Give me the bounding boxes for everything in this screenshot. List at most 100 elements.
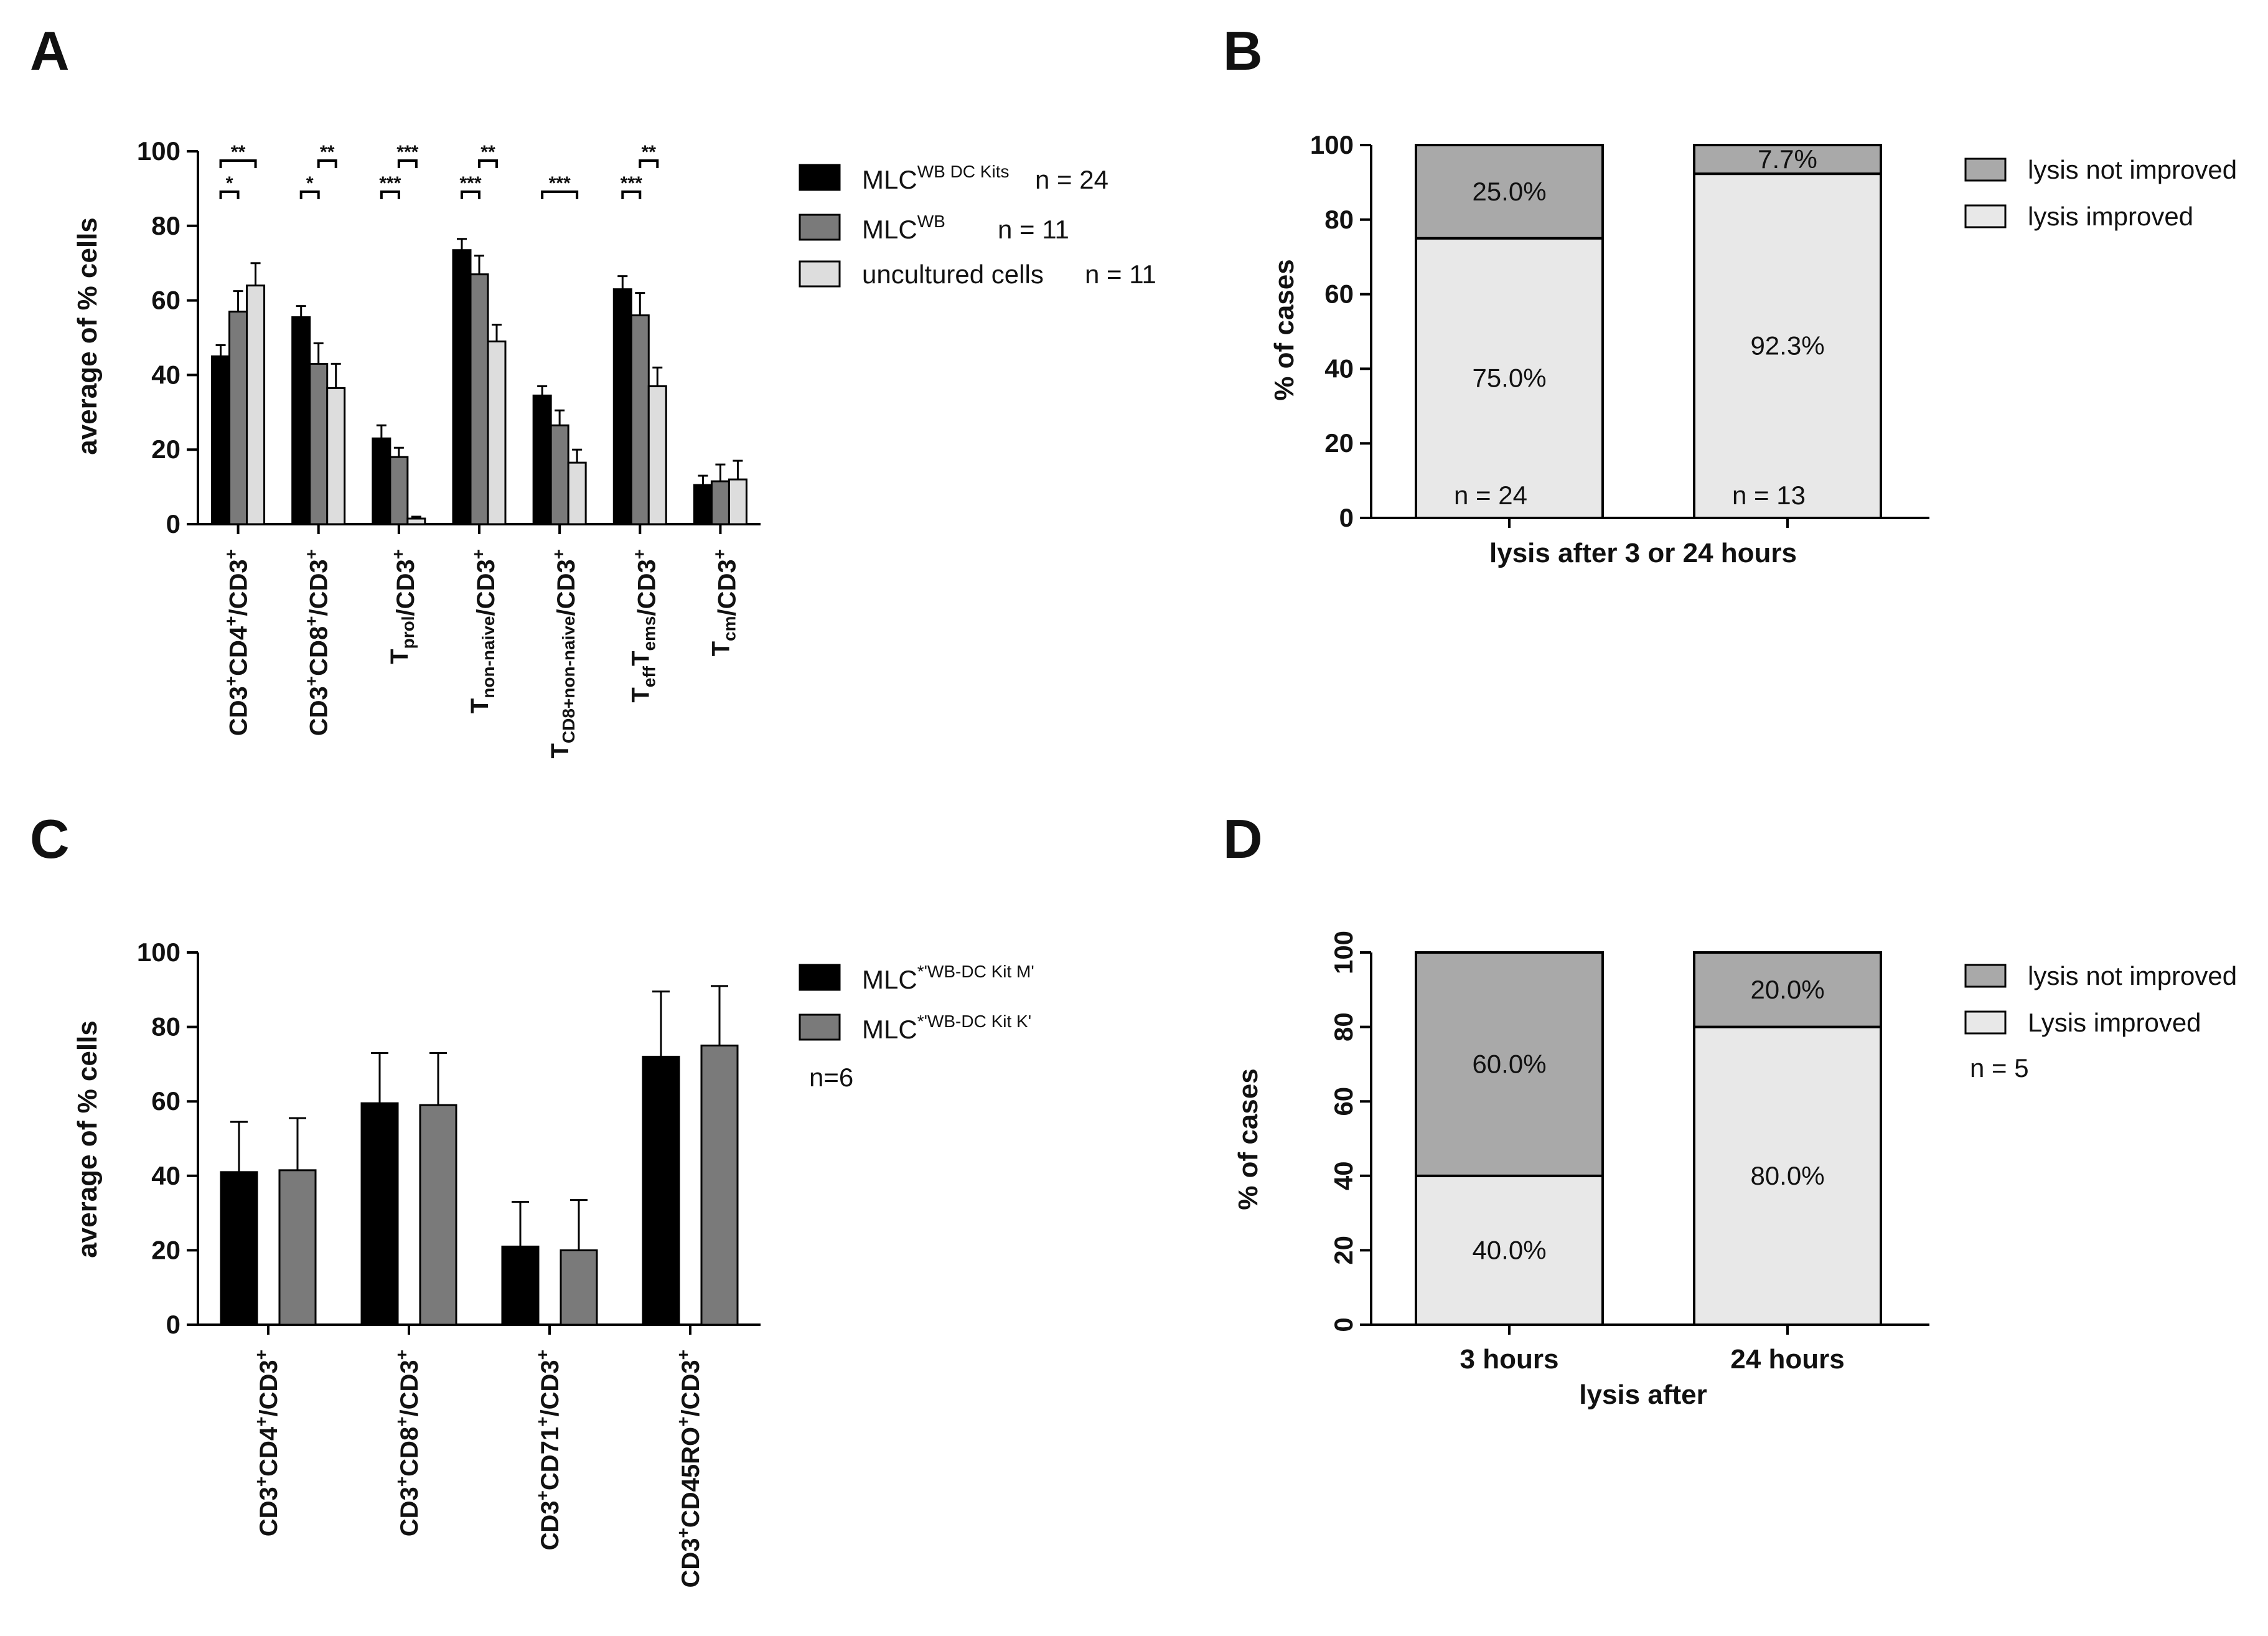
panel-c-bar — [220, 1171, 258, 1326]
panel-a-category-label: Tprol/CD3+​ — [386, 549, 419, 664]
panel-a-legend: MLCWB DC Kits n = 24 MLCWB n = 11 uncult… — [799, 162, 1156, 289]
panel-c-y-tick-label: 60 — [151, 1086, 180, 1116]
panel-a-bar — [487, 340, 507, 525]
panel-a-bar — [728, 478, 747, 525]
legend-swatch-not-improved — [1964, 157, 2007, 182]
panel-a-category-label: CD3+​CD4+​/CD3+​ — [222, 549, 253, 736]
legend-label-improved: lysis improved — [2028, 202, 2193, 231]
panel-d-segment-label: 80.0% — [1750, 1161, 1824, 1190]
panel-b-y-axis-title: % of cases — [1269, 259, 1300, 400]
panel-a-significance-label: * — [226, 173, 233, 194]
panel-c-bar — [360, 1102, 399, 1326]
panel-c-y-tick-label: 40 — [151, 1161, 180, 1190]
panel-c-y-tick-label: 0 — [166, 1310, 180, 1339]
panel-a-bar — [647, 385, 667, 525]
panel-d-category-label: 3 hours — [1460, 1344, 1559, 1375]
panel-c-bar — [642, 1055, 680, 1326]
panel-a-significance-bracket — [478, 159, 498, 168]
panel-a-bar — [612, 288, 632, 525]
panel-c-bar — [419, 1104, 457, 1326]
panel-b-segment-label: 92.3% — [1750, 331, 1824, 360]
panel-a-bar — [710, 480, 730, 525]
panel-d-y-tick-label: 20 — [1329, 1236, 1358, 1265]
legend-swatch-kit-m — [799, 964, 841, 991]
panel-a-significance-bracket — [317, 159, 337, 168]
panel-d-stack-segment — [1693, 951, 1882, 1028]
panel-c-y-tick-label: 20 — [151, 1235, 180, 1264]
legend-n-series-1: n = 24 — [1035, 165, 1108, 194]
legend-label-kit-k: MLC*'WB-DC Kit K' — [862, 1012, 1031, 1044]
panel-a-significance-label: ** — [480, 142, 495, 162]
panel-b-n-label: n = 24 — [1454, 481, 1527, 510]
panel-d-y-tick-label: 40 — [1329, 1161, 1358, 1190]
panel-a-significance-bracket — [397, 159, 418, 168]
panel-b-y-tick-label: 80 — [1324, 205, 1354, 234]
legend-n-series-2: n = 11 — [998, 215, 1069, 244]
panel-d-segment-label: 20.0% — [1750, 975, 1824, 1004]
panel-a-significance-label: ** — [320, 142, 335, 162]
legend-swatch-series-2 — [799, 214, 841, 241]
panel-c-bar — [501, 1245, 540, 1326]
panel-a-significance-bracket — [541, 190, 579, 199]
panel-a-bar — [550, 424, 569, 525]
panel-b-y-tick-label: 20 — [1324, 428, 1354, 458]
panel-a-significance-bracket — [461, 190, 480, 199]
panel-d-stack-segment — [1415, 951, 1604, 1177]
panel-a-significance-bracket — [219, 159, 257, 168]
panel-a-category-label: Tcm/CD3+​ — [707, 549, 741, 656]
panel-a-bar — [389, 456, 409, 525]
panel-a-bar — [309, 362, 329, 525]
panel-c-category-label: CD3+​CD4+​/CD3+​ — [251, 1350, 283, 1536]
panel-a-category-label: TeffTems/CD3+​ — [627, 549, 660, 703]
panel-b-segment-label: 75.0% — [1472, 363, 1546, 392]
panel-b-y-tick-label: 0 — [1339, 503, 1354, 532]
panel-a-significance-label: *** — [396, 142, 418, 162]
panel-b-segment-label: 25.0% — [1472, 177, 1546, 206]
panel-a-significance-bracket — [299, 190, 320, 199]
panel-b-stack-segment — [1693, 172, 1882, 519]
panel-b-x-axis-title: lysis after 3 or 24 hours — [1489, 538, 1797, 568]
legend-label-series-3: uncultured cells — [862, 260, 1044, 289]
panel-a-significance-bracket — [380, 190, 400, 199]
panel-b-stack-segment — [1415, 237, 1604, 519]
panel-a-category-label: TCD8+non-naive/CD3+​ — [546, 549, 580, 759]
panel-label-c: C — [30, 808, 70, 870]
panel-a-y-tick-label: 20 — [151, 435, 180, 464]
panel-a-bar — [228, 311, 248, 525]
panel-a-bar — [246, 284, 266, 525]
legend-swatch-series-1 — [799, 164, 841, 191]
panel-a-y-tick-label: 80 — [151, 211, 180, 240]
panel-a-significance-label: ** — [642, 142, 657, 162]
panel-c-y-tick-label: 100 — [137, 938, 180, 967]
legend-swatch-improved — [1964, 204, 2007, 228]
panel-b-plot: 0 20 40 60 80 100 75.0% 25.0% n = 24 92.3% 7.7% n =… — [1310, 130, 1929, 532]
panel-a-y-tick-label: 0 — [166, 509, 180, 538]
panel-d-x-axis-title: lysis after — [1579, 1380, 1707, 1410]
panel-a-y-tick-label: 40 — [151, 360, 180, 389]
panel-a-bar — [693, 484, 713, 525]
panel-c-category-label: CD3+​CD71+​/CD3+​ — [533, 1350, 564, 1551]
panel-a-category-label: CD3+​CD8+​/CD3+​ — [302, 549, 333, 736]
panel-d-plot: 0 20 40 60 80 100 40.0% 60.0% 3 hours 80.0% 20.0% 2… — [1329, 931, 1929, 1375]
panel-c-bar — [560, 1249, 598, 1326]
panel-a-bar — [291, 316, 311, 525]
panel-label-d: D — [1223, 808, 1263, 870]
panel-a-plot: 0 20 40 60 80 100 CD3+​CD4+​/CD3+​ CD3+​CD8+​/C… — [137, 136, 761, 759]
panel-c-bar — [700, 1045, 739, 1326]
panel-a-bar — [406, 517, 426, 525]
panel-d-y-axis-title: % of cases — [1233, 1068, 1263, 1210]
panel-d-stack-segment — [1415, 1174, 1604, 1327]
panel-d-y-tick-label: 0 — [1329, 1317, 1358, 1332]
legend-swatch-series-3 — [799, 260, 841, 288]
panel-b-y-tick-label: 100 — [1310, 130, 1354, 159]
panel-d-segment-label: 40.0% — [1472, 1235, 1546, 1264]
panel-d-stack-segment — [1693, 1025, 1882, 1326]
panel-a-bar — [211, 355, 231, 525]
panel-a-y-tick-label: 100 — [137, 136, 180, 166]
legend-label-series-2: MLCWB — [862, 212, 945, 244]
panel-b-segment-label: 7.7% — [1758, 144, 1817, 174]
legend-swatch-improved-d — [1964, 1010, 2007, 1035]
panel-c-category-label: CD3+​CD45RO+​/CD3+​ — [673, 1350, 705, 1588]
panel-b-y-tick-label: 60 — [1324, 280, 1354, 309]
